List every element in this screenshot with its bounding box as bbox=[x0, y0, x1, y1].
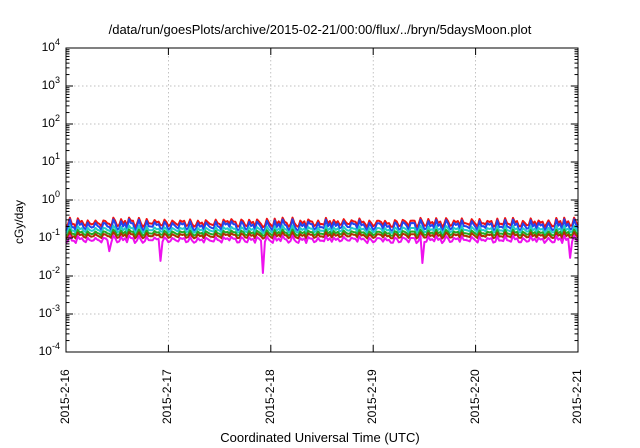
y-tick-label: 10-2 bbox=[38, 265, 60, 282]
y-tick-label: 102 bbox=[41, 113, 60, 130]
y-tick-label: 10-1 bbox=[38, 227, 60, 244]
series-line bbox=[65, 231, 579, 240]
series-line bbox=[65, 218, 579, 233]
x-tick-label: 2015-2-18 bbox=[262, 369, 277, 424]
x-tick-label: 2015-2-21 bbox=[570, 369, 584, 424]
x-tick-label: 2015-2-20 bbox=[467, 369, 482, 424]
x-tick-label: 2015-2-16 bbox=[58, 369, 72, 424]
series-group bbox=[65, 216, 579, 274]
x-tick-label: 2015-2-17 bbox=[160, 369, 175, 424]
series-line bbox=[65, 234, 579, 274]
y-tick-label: 101 bbox=[41, 151, 60, 168]
y-tick-label: 10-3 bbox=[38, 303, 60, 320]
series-line bbox=[65, 216, 579, 229]
x-axis-label: Coordinated Universal Time (UTC) bbox=[220, 430, 420, 445]
series-line bbox=[65, 224, 579, 235]
y-tick-label: 103 bbox=[41, 75, 60, 92]
chart-title: /data/run/goesPlots/archive/2015-02-21/0… bbox=[108, 22, 532, 37]
grid-lines bbox=[66, 48, 578, 352]
tick-marks bbox=[65, 47, 579, 353]
y-tick-label: 104 bbox=[41, 37, 60, 54]
y-tick-label: 10-4 bbox=[38, 341, 60, 358]
x-tick-label: 2015-2-19 bbox=[365, 369, 380, 424]
y-tick-label: 100 bbox=[41, 189, 60, 206]
series-line bbox=[65, 228, 579, 237]
